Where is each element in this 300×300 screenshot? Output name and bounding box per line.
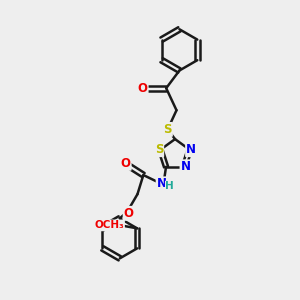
Text: N: N: [181, 160, 190, 173]
Text: N: N: [157, 177, 166, 190]
Text: O: O: [121, 157, 131, 170]
Text: H: H: [166, 181, 174, 191]
Text: O: O: [138, 82, 148, 95]
Text: S: S: [155, 143, 163, 156]
Text: O: O: [124, 207, 134, 220]
Text: OCH₃: OCH₃: [94, 220, 124, 230]
Text: S: S: [164, 123, 172, 136]
Text: N: N: [186, 143, 196, 156]
